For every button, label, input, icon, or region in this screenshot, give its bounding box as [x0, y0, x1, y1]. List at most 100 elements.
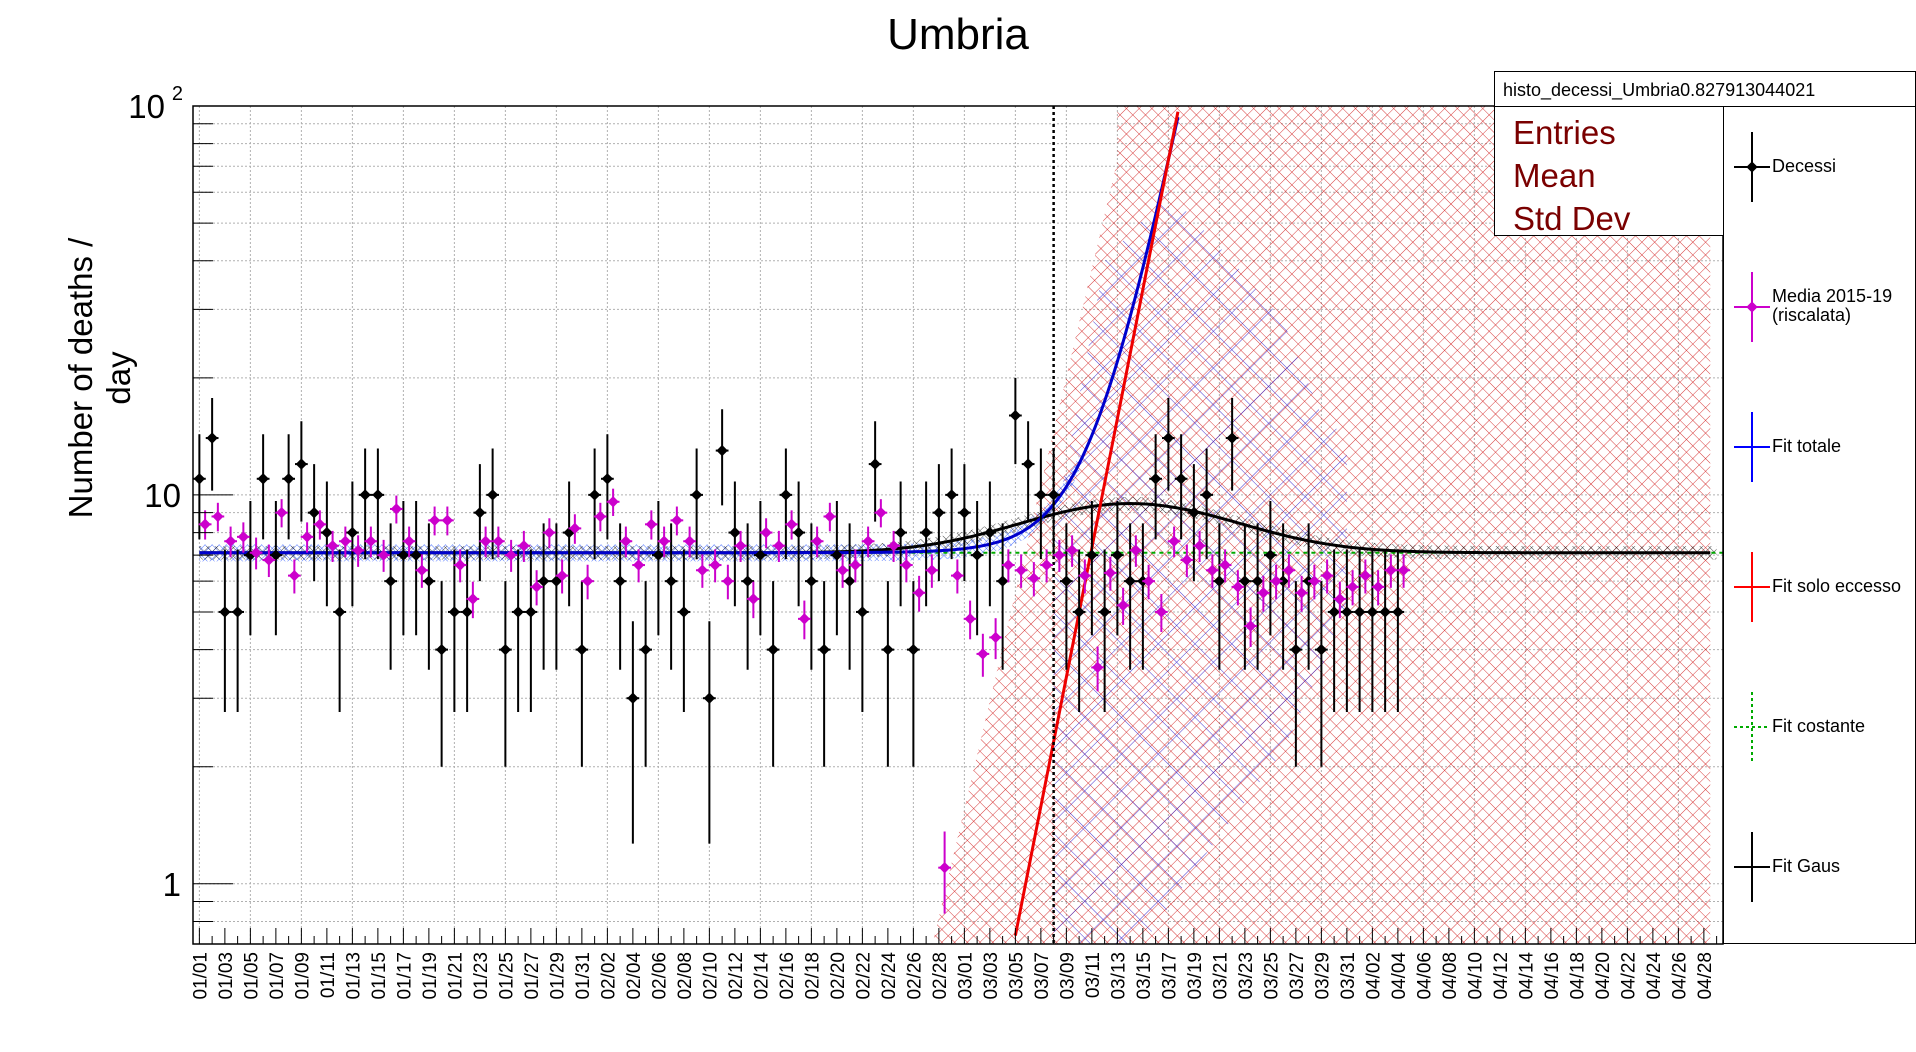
decessi-point [537, 523, 550, 670]
point-marker [984, 526, 996, 539]
point-marker [652, 549, 665, 561]
point-marker [569, 522, 581, 535]
media-point [1142, 564, 1155, 600]
media-point [1001, 549, 1015, 583]
point-marker [1028, 572, 1040, 585]
point-marker [678, 606, 690, 618]
point-marker [1175, 473, 1187, 485]
media-point [644, 510, 658, 540]
decessi-point [1391, 549, 1405, 713]
legend-label: Fit solo eccesso [1772, 576, 1902, 596]
decessi-point [473, 464, 487, 582]
media-point [491, 526, 505, 558]
media-point [1295, 575, 1308, 612]
media-point [530, 570, 543, 606]
decessi-point [333, 549, 346, 713]
media-point [912, 575, 926, 612]
point-marker [1283, 564, 1295, 576]
point-marker [709, 559, 721, 571]
media-point [1269, 564, 1283, 600]
point-marker [1270, 575, 1282, 587]
decessi-point [805, 523, 818, 670]
decessi-point [996, 523, 1009, 670]
media-point [670, 506, 684, 536]
x-tick-label: 01/15 [369, 952, 390, 1000]
legend-label: Media 2015-19 (riscalata) [1772, 286, 1893, 325]
decessi-point [320, 481, 334, 607]
point-marker [1060, 575, 1073, 587]
x-tick-label: 03/01 [955, 952, 976, 1000]
point-marker [773, 540, 785, 552]
media-point [887, 530, 900, 563]
point-marker [862, 535, 874, 547]
x-tick-label: 01/07 [267, 952, 288, 1000]
point-marker [295, 458, 308, 470]
y-tick-label: 10 [128, 88, 165, 125]
legend-entry: Decessi [1724, 117, 1914, 247]
decessi-point [703, 621, 716, 844]
x-tick-label: 04/10 [1465, 952, 1486, 1000]
media-point [351, 535, 365, 567]
point-marker [1341, 606, 1353, 618]
media-point [402, 526, 416, 558]
point-marker [1188, 507, 1200, 519]
x-tick-label: 02/28 [930, 952, 951, 1000]
point-marker [525, 606, 537, 618]
point-marker [1168, 535, 1180, 547]
media-point [389, 495, 403, 524]
decessi-point [575, 581, 589, 767]
point-marker [907, 643, 920, 656]
point-marker [601, 473, 614, 485]
media-point [619, 526, 633, 558]
stats-entries-label: Entries [1513, 114, 1616, 151]
media-point [1371, 570, 1385, 606]
decessi-point [932, 464, 946, 582]
decessi-point [524, 549, 538, 713]
stats-stddev-label: Std Dev [1513, 200, 1631, 237]
point-marker [224, 535, 237, 547]
point-marker [818, 643, 830, 656]
x-tick-label: 03/25 [1261, 952, 1282, 1000]
point-marker [1206, 564, 1219, 576]
point-marker [1226, 432, 1238, 444]
media-point [1167, 526, 1181, 558]
point-marker [199, 518, 211, 530]
point-marker [811, 535, 823, 547]
point-marker [665, 575, 677, 587]
point-marker [1397, 564, 1410, 576]
decessi-point [1213, 523, 1226, 670]
media-point [810, 526, 824, 558]
decessi-point [511, 549, 525, 713]
point-marker [683, 535, 696, 547]
decessi-point [371, 448, 385, 560]
decessi-point [1085, 500, 1099, 636]
decessi-point [282, 434, 295, 540]
media-point [555, 559, 569, 594]
decessi-point [983, 481, 997, 607]
point-marker [512, 606, 524, 618]
point-marker [741, 575, 754, 587]
x-tick-label: 03/09 [1057, 952, 1078, 1000]
point-marker [1086, 549, 1098, 561]
point-marker [1359, 569, 1372, 582]
point-marker [933, 507, 945, 519]
point-marker [423, 575, 435, 587]
point-marker [1277, 575, 1289, 587]
point-marker [270, 549, 282, 561]
point-marker [945, 489, 958, 501]
point-marker [257, 473, 269, 485]
media-point [1320, 559, 1334, 594]
point-marker [805, 575, 818, 587]
point-marker [467, 593, 479, 605]
decessi-point [1098, 549, 1111, 713]
decessi-point [894, 481, 907, 607]
x-tick-label: 04/04 [1389, 952, 1410, 1000]
point-marker [321, 526, 333, 539]
media-point [300, 522, 314, 553]
decessi-point [652, 500, 665, 636]
point-marker [594, 510, 607, 523]
media-point [517, 530, 531, 563]
point-marker [722, 575, 734, 587]
media-point [861, 526, 875, 558]
